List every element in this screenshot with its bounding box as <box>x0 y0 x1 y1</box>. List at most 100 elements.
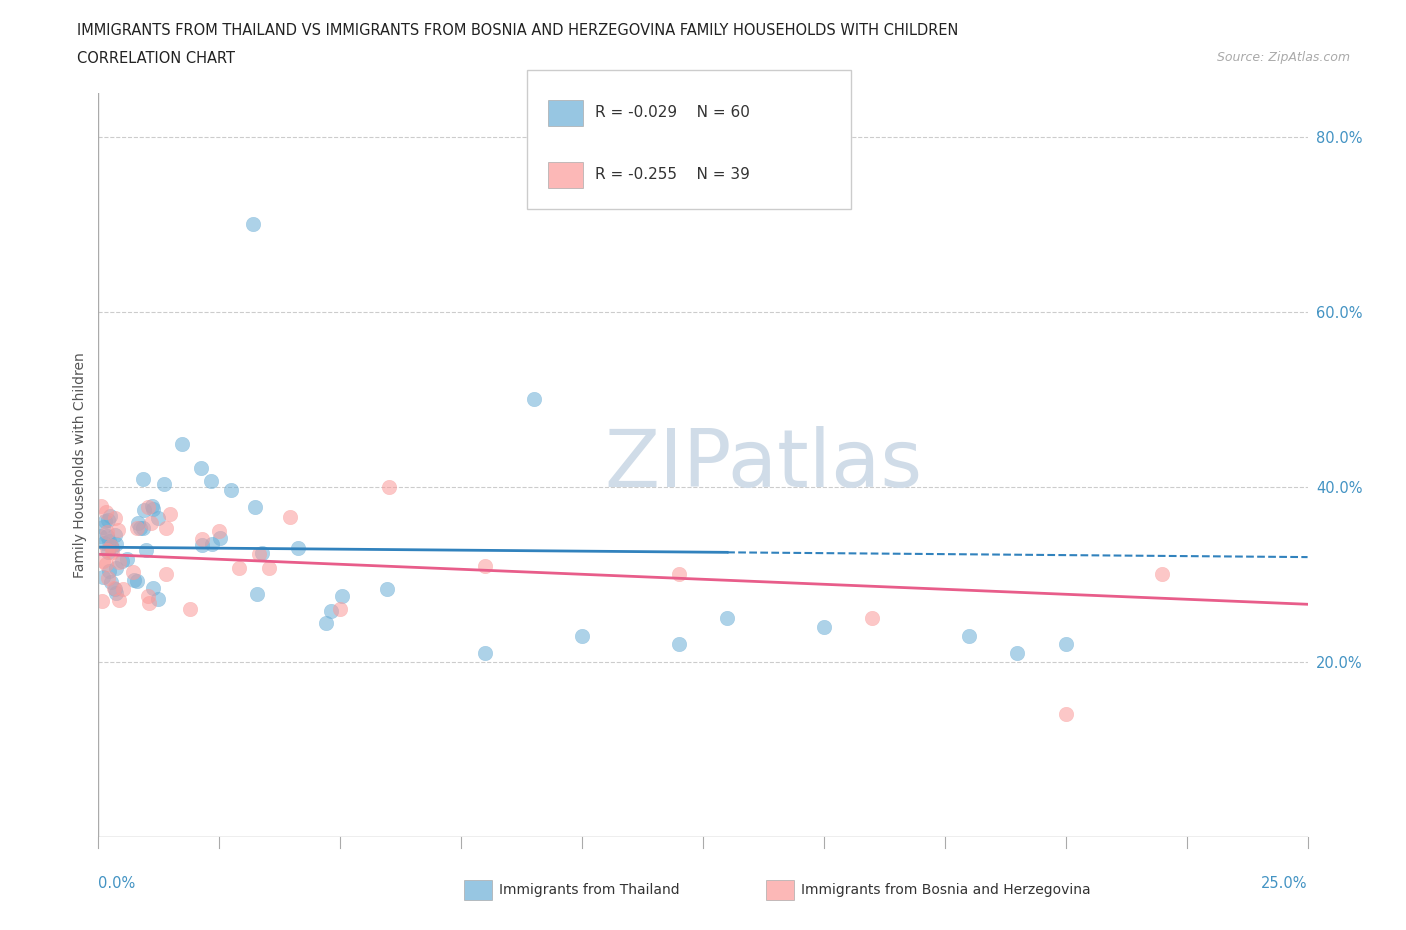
Point <box>90 498 112 513</box>
Point <box>208 524 231 538</box>
Point <box>94 513 117 528</box>
Point <box>105 537 128 551</box>
Point <box>97 544 120 559</box>
Point <box>155 567 177 582</box>
Point <box>152 477 174 492</box>
Point <box>111 581 134 596</box>
Point <box>115 551 138 566</box>
Point <box>100 540 122 555</box>
Point <box>122 572 145 587</box>
Point <box>104 527 127 542</box>
Text: IMMIGRANTS FROM THAILAND VS IMMIGRANTS FROM BOSNIA AND HERZEGOVINA FAMILY HOUSEH: IMMIGRANTS FROM THAILAND VS IMMIGRANTS F… <box>77 23 959 38</box>
Point <box>96 529 118 544</box>
Point <box>377 480 399 495</box>
Point <box>155 521 177 536</box>
Point <box>98 533 121 548</box>
Point <box>571 629 593 644</box>
Text: ZIPatlas: ZIPatlas <box>605 426 922 504</box>
Point <box>200 473 222 488</box>
Point <box>108 592 131 607</box>
Point <box>136 589 159 604</box>
Point <box>221 482 243 497</box>
Point <box>315 616 337 631</box>
Point <box>146 591 169 606</box>
Point <box>668 637 690 652</box>
Point <box>329 602 352 617</box>
Point <box>813 619 835 634</box>
Text: Source: ZipAtlas.com: Source: ZipAtlas.com <box>1216 51 1350 64</box>
Point <box>105 585 128 600</box>
Point <box>138 596 160 611</box>
Point <box>278 510 301 525</box>
Point <box>100 538 122 553</box>
Point <box>139 515 162 530</box>
Point <box>96 557 118 572</box>
Point <box>228 561 250 576</box>
Point <box>89 528 111 543</box>
Point <box>132 472 155 486</box>
Point <box>104 581 127 596</box>
Point <box>127 515 149 530</box>
Point <box>91 570 114 585</box>
Point <box>474 558 496 573</box>
Point <box>104 560 127 575</box>
Point <box>159 506 181 521</box>
Y-axis label: Family Households with Children: Family Households with Children <box>73 352 87 578</box>
Point <box>287 540 309 555</box>
Point <box>107 523 129 538</box>
Point <box>132 521 155 536</box>
Point <box>1054 707 1077 722</box>
Point <box>96 525 118 539</box>
Point <box>668 567 690 582</box>
Text: Immigrants from Bosnia and Herzegovina: Immigrants from Bosnia and Herzegovina <box>801 883 1091 897</box>
Point <box>319 604 342 618</box>
Point <box>523 392 546 406</box>
Point <box>1152 567 1174 582</box>
Point <box>191 532 214 547</box>
Point <box>94 505 117 520</box>
Point <box>860 611 883 626</box>
Point <box>246 586 269 601</box>
Text: R = -0.029    N = 60: R = -0.029 N = 60 <box>595 105 749 120</box>
Point <box>98 509 121 524</box>
Point <box>142 502 165 517</box>
Point <box>125 573 148 588</box>
Point <box>330 589 353 604</box>
Point <box>716 611 738 626</box>
Point <box>1054 637 1077 652</box>
Point <box>97 571 120 586</box>
Text: 0.0%: 0.0% <box>98 876 135 891</box>
Point <box>141 498 163 513</box>
Point <box>190 460 212 475</box>
Point <box>957 629 980 644</box>
Point <box>201 537 224 551</box>
Point <box>142 580 165 595</box>
Point <box>96 542 118 557</box>
Point <box>91 554 114 569</box>
Point <box>243 499 266 514</box>
Text: R = -0.255    N = 39: R = -0.255 N = 39 <box>595 167 749 182</box>
Point <box>121 565 143 579</box>
Point <box>100 538 122 553</box>
Point <box>97 512 120 527</box>
Text: CORRELATION CHART: CORRELATION CHART <box>77 51 235 66</box>
Point <box>135 542 157 557</box>
Point <box>257 561 280 576</box>
Point <box>136 499 159 514</box>
Text: Immigrants from Thailand: Immigrants from Thailand <box>499 883 679 897</box>
Point <box>1007 645 1029 660</box>
Point <box>146 511 169 525</box>
Point <box>111 553 134 568</box>
Point <box>247 546 270 561</box>
Point <box>252 545 274 560</box>
Point <box>179 601 201 616</box>
Point <box>375 581 398 596</box>
Point <box>108 554 131 569</box>
Point <box>97 564 120 578</box>
Point <box>91 520 114 535</box>
Point <box>90 593 112 608</box>
Point <box>100 575 122 590</box>
Point <box>103 512 125 526</box>
Point <box>132 502 155 517</box>
Point <box>103 580 125 595</box>
